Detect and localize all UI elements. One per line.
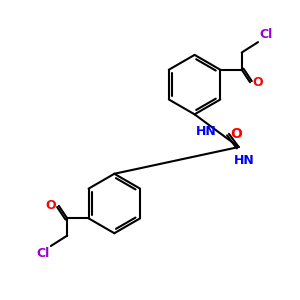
Text: HN: HN [196, 125, 216, 138]
Text: HN: HN [234, 154, 255, 166]
Text: O: O [46, 200, 56, 212]
Text: Cl: Cl [36, 248, 50, 260]
Text: O: O [230, 127, 242, 141]
Text: Cl: Cl [260, 28, 273, 40]
Text: O: O [252, 76, 263, 89]
